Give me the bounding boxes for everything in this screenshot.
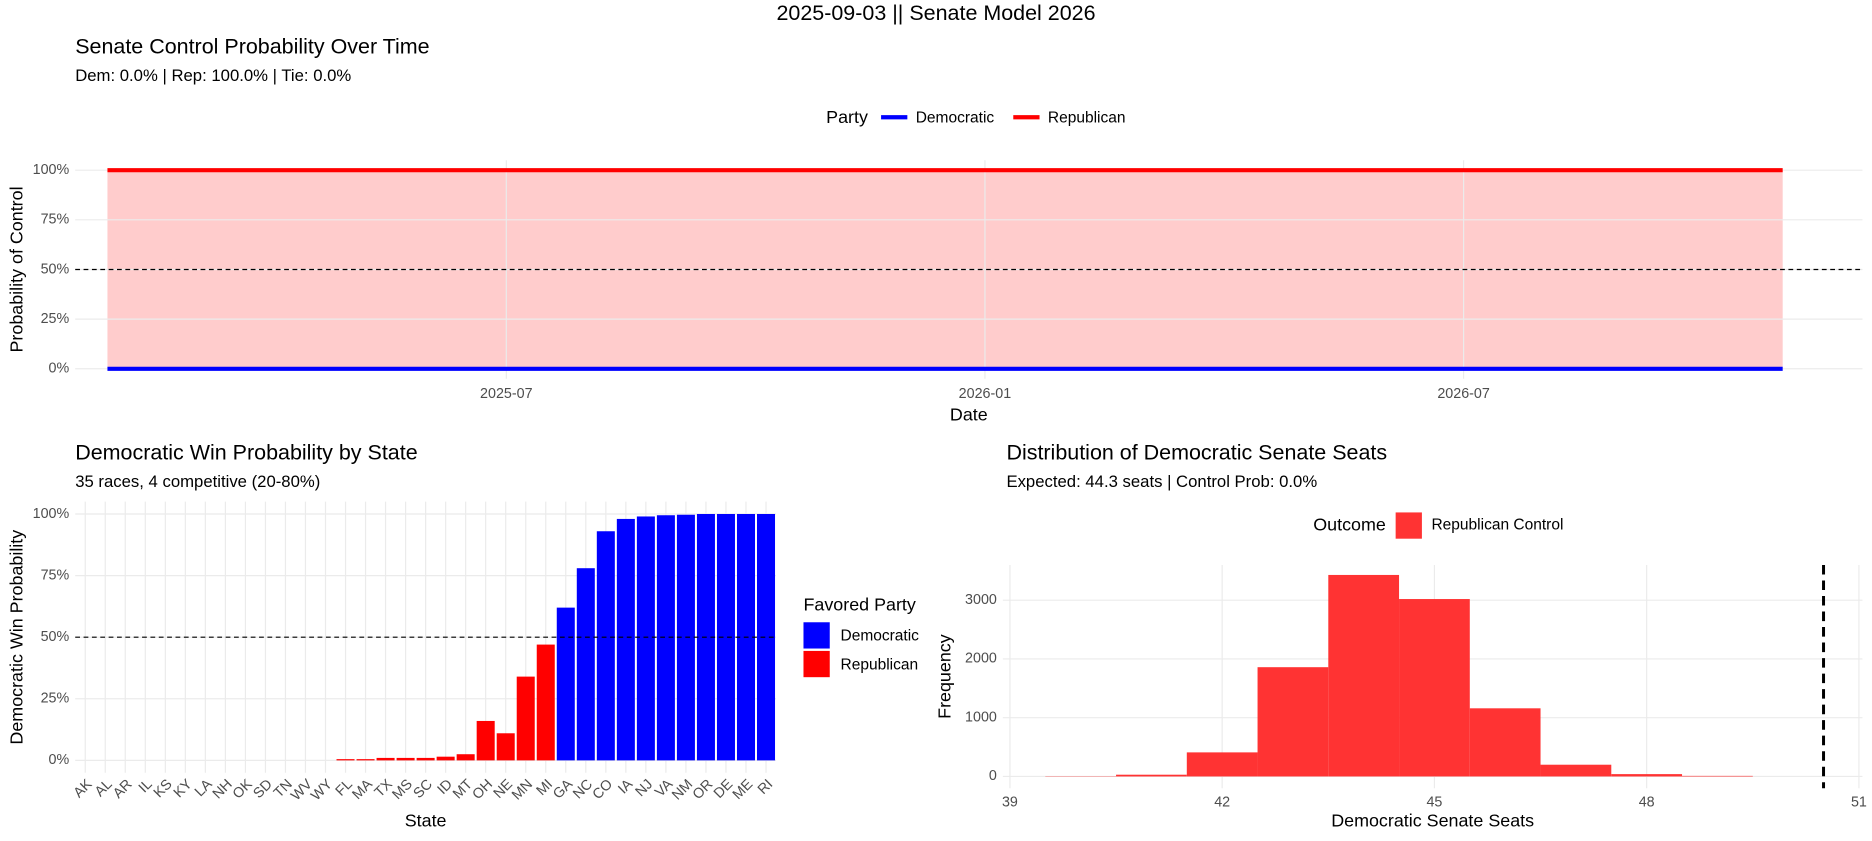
bar bbox=[476, 720, 495, 761]
chart-title: Senate Control Probability Over Time bbox=[75, 35, 429, 59]
chart-subtitle: Dem: 0.0% | Rep: 100.0% | Tie: 0.0% bbox=[75, 66, 351, 85]
bar bbox=[496, 733, 515, 761]
y-tick-label: 100% bbox=[33, 162, 70, 178]
legend-label: Democratic bbox=[916, 110, 995, 127]
bar bbox=[396, 757, 415, 761]
legend-swatch bbox=[1395, 512, 1422, 539]
x-tick-label: 45 bbox=[1426, 794, 1442, 810]
bar bbox=[716, 514, 735, 761]
y-axis-label: Frequency bbox=[934, 634, 954, 719]
legend-label: Democratic bbox=[840, 628, 919, 645]
bar bbox=[456, 754, 475, 761]
legend-swatch bbox=[803, 650, 830, 678]
legend-title: Party bbox=[826, 107, 868, 127]
x-tick-label: 2025-07 bbox=[480, 386, 533, 402]
histogram-bar bbox=[1682, 775, 1753, 777]
x-tick-label: MN bbox=[509, 776, 536, 803]
chart-title: Distribution of Democratic Senate Seats bbox=[1006, 441, 1387, 465]
bar bbox=[536, 644, 555, 761]
histogram-bar bbox=[1469, 708, 1541, 777]
bar bbox=[376, 757, 395, 761]
histogram-bar bbox=[1116, 774, 1187, 777]
bar bbox=[516, 676, 535, 761]
bar bbox=[656, 515, 675, 761]
y-tick-label: 50% bbox=[41, 261, 70, 277]
x-tick-label: 2026-07 bbox=[1437, 386, 1490, 402]
bar bbox=[616, 518, 635, 761]
histogram-bar bbox=[1186, 752, 1258, 777]
bar bbox=[556, 607, 575, 761]
y-tick-label: 25% bbox=[41, 691, 70, 707]
y-tick-label: 0 bbox=[989, 768, 997, 784]
y-axis-label: Democratic Win Probability bbox=[7, 530, 27, 745]
y-tick-label: 2000 bbox=[965, 651, 997, 667]
x-tick-label: AR bbox=[110, 776, 135, 801]
legend-label: Republican Control bbox=[1431, 517, 1563, 534]
legend-title: Outcome bbox=[1313, 514, 1386, 534]
bar bbox=[356, 759, 375, 761]
y-tick-label: 3000 bbox=[965, 592, 997, 608]
y-tick-label: 25% bbox=[41, 311, 70, 327]
bar bbox=[336, 759, 355, 761]
x-tick-label: SC bbox=[411, 776, 436, 801]
chart-title: Democratic Win Probability by State bbox=[75, 441, 417, 465]
y-tick-label: 0% bbox=[49, 752, 70, 768]
y-tick-label: 75% bbox=[41, 212, 70, 228]
x-axis-label: Democratic Senate Seats bbox=[1331, 810, 1534, 830]
x-tick-label: 2026-01 bbox=[959, 386, 1012, 402]
x-tick-label: CO bbox=[590, 776, 616, 802]
page-title: 2025-09-03 || Senate Model 2026 bbox=[776, 1, 1095, 25]
x-tick-label: 51 bbox=[1851, 794, 1867, 810]
histogram-bar bbox=[1540, 764, 1612, 777]
bar bbox=[756, 514, 776, 761]
histogram-bar bbox=[1328, 574, 1400, 777]
chart-subtitle: Expected: 44.3 seats | Control Prob: 0.0… bbox=[1006, 472, 1317, 491]
x-tick-label: WY bbox=[308, 776, 336, 804]
histogram-bar bbox=[1611, 774, 1683, 777]
y-tick-label: 0% bbox=[49, 361, 70, 377]
x-tick-label: RI bbox=[755, 776, 776, 797]
y-tick-label: 50% bbox=[41, 629, 70, 645]
x-tick-label: 39 bbox=[1002, 794, 1018, 810]
x-axis-label: Date bbox=[950, 404, 988, 424]
y-tick-label: 75% bbox=[41, 567, 70, 583]
chart-subtitle: 35 races, 4 competitive (20-80%) bbox=[75, 472, 320, 491]
legend-label: Republican bbox=[1048, 110, 1126, 127]
x-axis-label: State bbox=[405, 810, 447, 830]
y-tick-label: 1000 bbox=[965, 709, 997, 725]
legend-swatch bbox=[803, 622, 830, 649]
histogram-bar bbox=[1257, 667, 1329, 777]
bar bbox=[436, 756, 455, 761]
bar bbox=[576, 568, 595, 761]
bar bbox=[416, 757, 435, 761]
histogram-bar bbox=[1399, 599, 1470, 777]
bar bbox=[636, 516, 655, 761]
bar bbox=[596, 531, 615, 761]
y-axis-label: Probability of Control bbox=[7, 186, 27, 352]
x-tick-label: 48 bbox=[1639, 794, 1655, 810]
x-tick-label: 42 bbox=[1214, 794, 1230, 810]
y-tick-label: 100% bbox=[33, 506, 70, 522]
x-tick-label: ME bbox=[730, 776, 756, 802]
legend-title: Favored Party bbox=[803, 594, 915, 614]
legend-label: Republican bbox=[840, 656, 918, 673]
